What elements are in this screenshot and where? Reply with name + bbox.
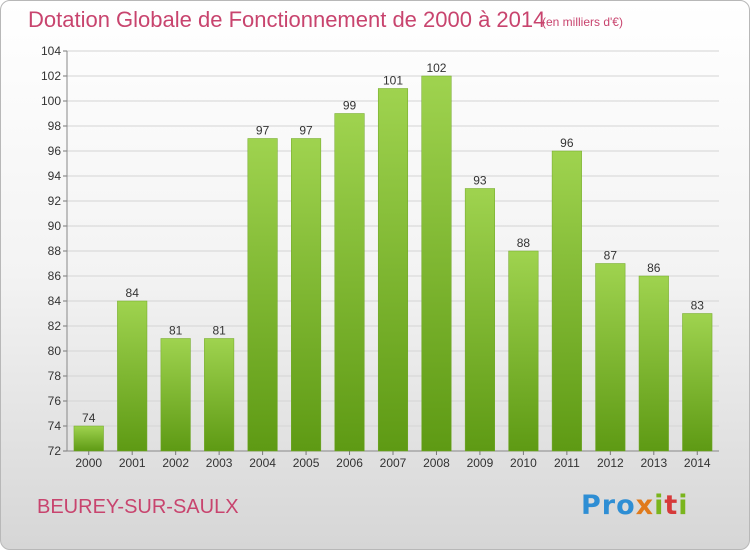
data-label-2002: 81 <box>169 324 183 338</box>
bars <box>73 75 713 452</box>
bar-2008 <box>421 75 452 452</box>
bar-2012 <box>595 263 626 452</box>
logo-letters-pro: Pro <box>581 490 636 521</box>
data-label-2007: 101 <box>383 74 403 88</box>
x-tick-label: 2013 <box>640 456 667 470</box>
y-tick-label: 74 <box>48 419 62 433</box>
y-tick-label: 86 <box>48 269 62 283</box>
x-tick-label: 2014 <box>684 456 711 470</box>
y-tick-label: 76 <box>48 394 62 408</box>
logo-letter-i: i <box>654 490 665 521</box>
data-label-2011: 96 <box>560 136 574 150</box>
y-tick-label: 102 <box>41 69 61 83</box>
bar-2000 <box>73 425 104 452</box>
data-label-2005: 97 <box>299 124 313 138</box>
chart-unit-label: (en milliers d'€) <box>542 15 623 29</box>
x-tick-label: 2005 <box>293 456 320 470</box>
data-label-2013: 86 <box>647 261 661 275</box>
bar-2005 <box>291 138 322 452</box>
y-tick-label: 80 <box>48 344 62 358</box>
y-tick-label: 92 <box>48 194 62 208</box>
y-tick-label: 72 <box>48 444 62 458</box>
bar-2003 <box>204 338 235 452</box>
y-tick-label: 98 <box>48 119 62 133</box>
y-tick-label: 94 <box>48 169 62 183</box>
x-tick-label: 2000 <box>75 456 102 470</box>
data-label-2014: 83 <box>691 299 705 313</box>
y-tick-label: 104 <box>41 44 61 58</box>
x-tick-label: 2004 <box>249 456 276 470</box>
bar-2002 <box>160 338 191 452</box>
x-tick-label: 2003 <box>206 456 233 470</box>
y-tick-label: 90 <box>48 219 62 233</box>
bar-2013 <box>638 275 669 452</box>
data-labels: 74 84 81 81 97 97 99 101 102 93 88 96 87 86 83 <box>82 61 704 425</box>
bar-2011 <box>551 150 582 452</box>
bar-2009 <box>464 188 495 452</box>
x-tick-label: 2010 <box>510 456 537 470</box>
x-tick-label: 2012 <box>597 456 624 470</box>
y-tick-label: 96 <box>48 144 62 158</box>
y-tick-label: 100 <box>41 94 61 108</box>
data-label-2003: 81 <box>212 324 226 338</box>
commune-name: BEUREY-SUR-SAULX <box>37 496 239 518</box>
logo-letter-x: x <box>635 490 655 521</box>
bar-2001 <box>117 300 148 452</box>
y-tick-label: 88 <box>48 244 62 258</box>
x-tick-label: 2006 <box>336 456 363 470</box>
x-tick-label: 2011 <box>554 456 580 470</box>
data-label-2001: 84 <box>126 286 140 300</box>
bar-2006 <box>334 113 365 452</box>
logo-letter-t: t <box>664 490 679 521</box>
proxiti-logo[interactable]: Proxiti <box>581 490 689 521</box>
data-label-2004: 97 <box>256 124 270 138</box>
x-tick-label: 2002 <box>162 456 189 470</box>
data-label-2006: 99 <box>343 99 357 113</box>
data-label-2010: 88 <box>517 236 531 250</box>
chart-title: Dotation Globale de Fonctionnement de 20… <box>28 7 546 32</box>
x-tick-label: 2009 <box>467 456 494 470</box>
x-tick-label: 2008 <box>423 456 450 470</box>
y-tick-label: 84 <box>48 294 62 308</box>
bar-2010 <box>508 250 539 452</box>
x-tick-label: 2007 <box>380 456 407 470</box>
data-label-2008: 102 <box>426 61 446 75</box>
bar-2004 <box>247 138 278 452</box>
y-tick-label: 82 <box>48 319 62 333</box>
data-label-2009: 93 <box>473 174 487 188</box>
bar-2007 <box>377 88 409 452</box>
data-label-2000: 74 <box>82 411 96 425</box>
logo-letter-i2: i <box>678 490 689 521</box>
y-tick-label: 78 <box>48 369 62 383</box>
x-tick-label: 2001 <box>119 456 146 470</box>
data-label-2012: 87 <box>604 249 618 263</box>
bar-2014 <box>682 313 713 452</box>
